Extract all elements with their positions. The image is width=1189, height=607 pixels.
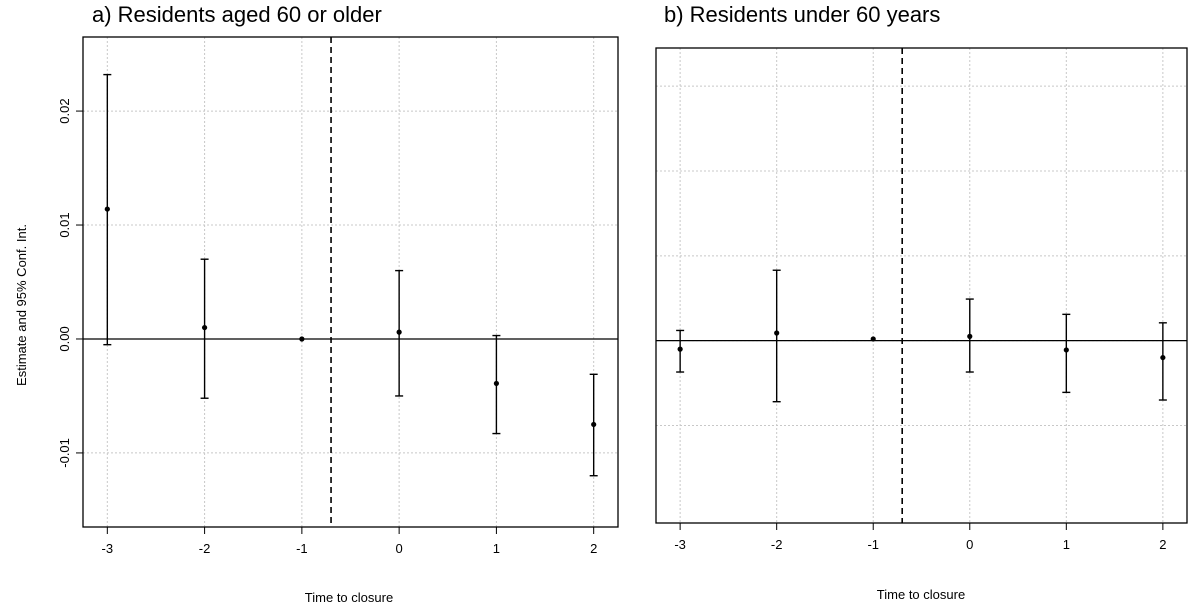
panel-b-frame xyxy=(655,47,1188,524)
panel-b-x-tick-label: 1 xyxy=(1063,537,1070,552)
panel-a-x-axis-label: Time to closure xyxy=(305,590,393,605)
panel-a-plot: -3 -2 -1 0 1 2 -0.01 0.00 0.01 0.02 xyxy=(57,36,619,556)
panel-a-frame xyxy=(82,36,619,528)
panel-b-x-tick-label: 2 xyxy=(1159,537,1166,552)
panel-b-title: b) Residents under 60 years xyxy=(664,2,941,27)
panel-a-x-tick-label: 2 xyxy=(590,541,597,556)
panel-b-x-tick-label: -3 xyxy=(674,537,686,552)
panel-a-y-tick-label: 0.00 xyxy=(57,326,72,351)
panel-a-point-estimate xyxy=(493,380,500,387)
panel-b-x-tick-label: -1 xyxy=(867,537,879,552)
panel-b-point-estimate xyxy=(774,330,780,336)
panel-a-y-axis-label: Estimate and 95% Conf. Int. xyxy=(14,224,29,386)
panel-a-x-tick-label: -1 xyxy=(296,541,308,556)
panel-a-point-estimate xyxy=(104,206,110,212)
panel-a-x-tick-label: -3 xyxy=(102,541,114,556)
panel-a-point-estimate xyxy=(201,324,208,331)
panel-a-point-estimate xyxy=(299,336,305,342)
panel-b-point-estimate xyxy=(677,346,683,352)
panel-b-point-estimate xyxy=(1063,347,1069,353)
panel-a-point-estimate xyxy=(591,421,597,428)
panel-b-plot: -3 -2 -1 0 1 2 xyxy=(655,47,1188,552)
panel-b-point-estimate xyxy=(967,333,973,339)
panel-a-x-tick-label: 0 xyxy=(396,541,403,556)
panel-b-x-tick-label: -2 xyxy=(771,537,783,552)
panel-a-x-tick-label: 1 xyxy=(493,541,500,556)
panel-a-y-tick-label: 0.01 xyxy=(57,212,72,237)
panel-b-point-estimate xyxy=(870,336,876,342)
panel-b-x-axis-label: Time to closure xyxy=(877,587,965,602)
panel-b-x-tick-label: 0 xyxy=(966,537,973,552)
panel-a-title: a) Residents aged 60 or older xyxy=(92,2,382,27)
panel-a-point-estimate xyxy=(396,329,402,335)
panel-a-y-tick-label: -0.01 xyxy=(57,438,72,468)
panel-a-x-tick-label: -2 xyxy=(199,541,211,556)
panel-b-point-estimate xyxy=(1160,354,1166,361)
panel-a-y-tick-label: 0.02 xyxy=(57,98,72,123)
